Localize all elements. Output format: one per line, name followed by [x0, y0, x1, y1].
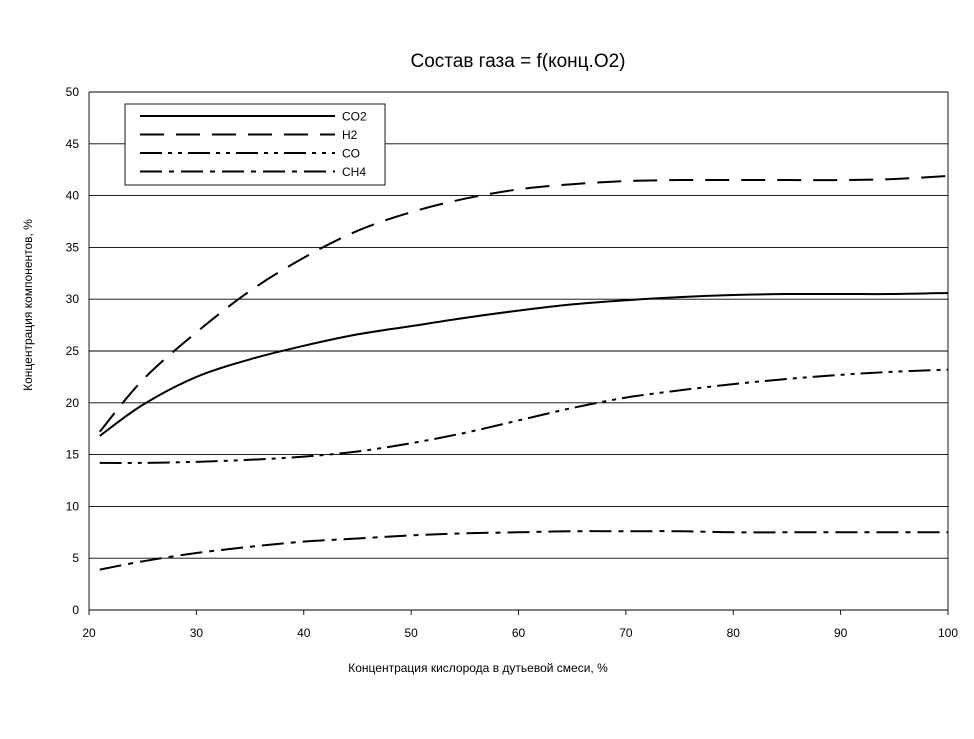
x-tick-label: 70	[619, 626, 633, 640]
chart-title: Состав газа = f(конц.O2)	[410, 51, 625, 72]
y-tick-label: 35	[66, 240, 80, 254]
legend-label-h2: H2	[342, 128, 358, 142]
y-tick-label: 15	[66, 448, 80, 462]
x-tick-label: 40	[297, 626, 311, 640]
y-tick-label: 30	[66, 292, 80, 306]
legend-label-co: CO	[342, 147, 360, 161]
series-line-h2	[98, 174, 949, 433]
y-tick-label: 5	[72, 551, 79, 565]
x-axis-label: Концентрация кислорода в дутьевой смеси,…	[348, 661, 608, 675]
y-tick-label: 20	[66, 396, 80, 410]
tick-labels: 0 5 10 15 20 25 30 35 40 45 50 20 30 40 50 60 70 80 90 100	[66, 85, 959, 640]
grid-lines	[88, 91, 949, 615]
legend: CO2 H2 CO CH4	[124, 103, 386, 186]
y-tick-label: 45	[66, 137, 80, 151]
legend-label-co2: CO2	[342, 110, 367, 124]
series-line-ch4	[99, 530, 948, 571]
y-tick-label: 10	[66, 499, 80, 513]
x-tick-label: 100	[938, 626, 958, 640]
x-tick-label: 80	[727, 626, 741, 640]
y-tick-label: 40	[66, 189, 80, 203]
series-lines	[98, 174, 949, 571]
x-tick-label: 90	[834, 626, 848, 640]
y-tick-label: 0	[72, 603, 79, 617]
series-line-co	[99, 368, 949, 464]
y-tick-label: 50	[66, 85, 80, 99]
y-axis-label: Концентрация компонентов, %	[21, 219, 35, 391]
x-tick-label: 60	[512, 626, 526, 640]
x-tick-label: 50	[404, 626, 418, 640]
y-tick-label: 25	[66, 344, 80, 358]
x-tick-label: 20	[82, 626, 96, 640]
x-tick-label: 30	[190, 626, 204, 640]
series-line-co2	[99, 291, 949, 437]
legend-label-ch4: CH4	[342, 165, 366, 179]
